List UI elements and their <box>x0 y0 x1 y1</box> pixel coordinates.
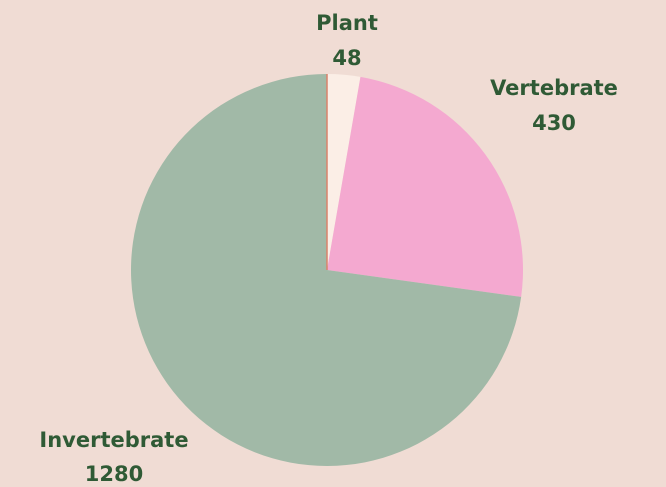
plant-label: Plant <box>316 11 378 35</box>
invertebrate-value: 1280 <box>85 462 143 486</box>
vertebrate-label: Vertebrate <box>490 76 618 100</box>
invertebrate-label: Invertebrate <box>39 428 188 452</box>
pie-slice-vertebrate <box>327 76 523 297</box>
vertebrate-value: 430 <box>532 111 576 135</box>
pie-slice-plant <box>327 74 361 270</box>
plant-value: 48 <box>332 46 361 70</box>
pie-slices <box>131 74 523 466</box>
pie-slice-invertebrate <box>131 74 522 466</box>
